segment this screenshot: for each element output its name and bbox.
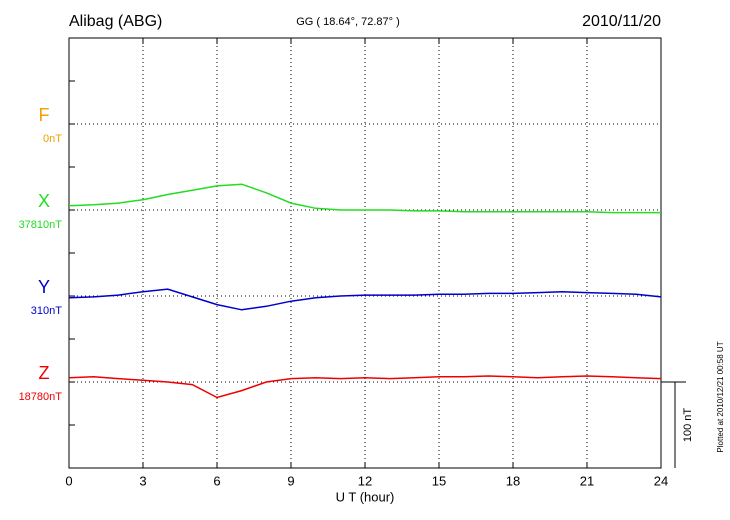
series-base-label: 310nT [31,305,62,317]
x-tick-label: 18 [506,473,520,488]
x-tick-label: 21 [580,473,594,488]
x-tick-label: 3 [139,473,146,488]
x-axis-label: U T (hour) [336,489,395,504]
chart-subtitle: GG ( 18.64°, 72.87° ) [296,16,400,28]
series-base-label: 37810nT [19,219,63,231]
x-tick-label: 9 [287,473,294,488]
series-base-label: 18780nT [19,391,63,403]
scale-label: 100 nT [682,408,694,443]
side-note: Plotted at 2010/12/21 00:58 UT [716,341,725,452]
series-name: Y [38,277,50,297]
series-line [68,375,662,399]
x-tick-label: 12 [358,473,372,488]
chart-title: Alibag (ABG) [69,13,162,30]
series-line [68,183,661,214]
series-name: Z [39,363,50,383]
series-name: F [39,105,50,125]
chart-date: 2010/11/20 [582,13,661,30]
x-tick-label: 24 [654,473,668,488]
series-name: X [38,191,50,211]
x-tick-label: 15 [432,473,446,488]
series-line [68,288,662,311]
x-tick-label: 0 [65,473,72,488]
x-tick-label: 6 [213,473,220,488]
series-base-label: 0nT [43,133,62,145]
